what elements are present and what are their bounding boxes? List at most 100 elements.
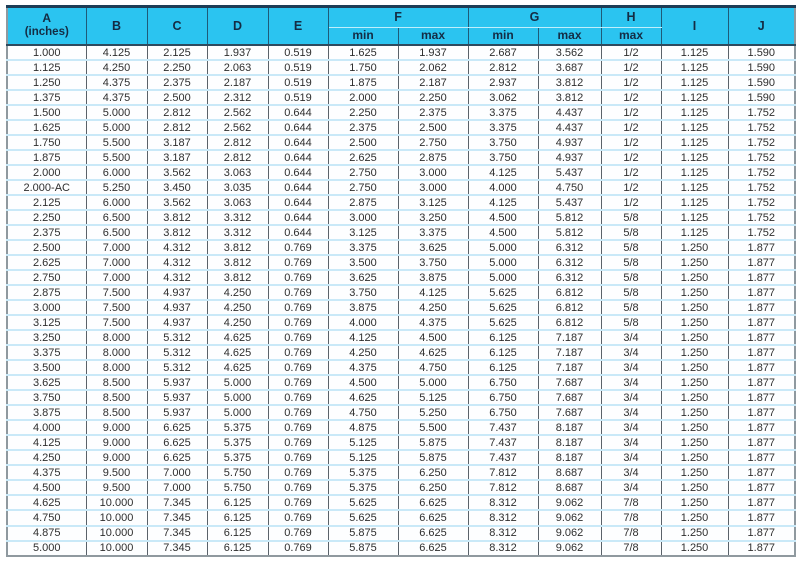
table-cell: 4.937 bbox=[146, 315, 208, 332]
table-cell: 9.500 bbox=[85, 480, 148, 497]
table-cell: 7.345 bbox=[146, 510, 208, 527]
table-cell: 1.250 bbox=[660, 240, 729, 257]
table-cell: 9.062 bbox=[537, 495, 602, 512]
table-cell: 0.769 bbox=[267, 270, 329, 287]
table-cell: 1/2 bbox=[600, 195, 662, 212]
table-cell: 2.812 bbox=[206, 135, 269, 152]
table-cell: 4.125 bbox=[467, 195, 539, 212]
table-cell: 1/2 bbox=[600, 45, 662, 62]
table-cell: 3.063 bbox=[206, 165, 269, 182]
table-cell: 1.250 bbox=[660, 360, 729, 377]
table-cell: 0.769 bbox=[267, 450, 329, 467]
table-cell: 1.752 bbox=[727, 165, 796, 182]
table-cell: 1/2 bbox=[600, 75, 662, 92]
table-cell: 1.250 bbox=[660, 450, 729, 467]
table-cell: 1.250 bbox=[660, 540, 729, 556]
table-cell: 10.000 bbox=[85, 540, 148, 556]
table-cell: 1.877 bbox=[727, 465, 796, 482]
table-cell: 6.125 bbox=[206, 510, 269, 527]
table-cell: 9.000 bbox=[85, 450, 148, 467]
table-cell: 2.125 bbox=[146, 45, 208, 62]
table-cell: 5.125 bbox=[327, 450, 399, 467]
table-cell: 5/8 bbox=[600, 270, 662, 287]
table-row: 1.500 5.000 2.812 2.562 0.644 2.250 2.375 3.375… bbox=[6, 105, 796, 122]
table-cell: 1.877 bbox=[727, 315, 796, 332]
table-cell: 5.125 bbox=[327, 435, 399, 452]
table-cell: 7.687 bbox=[537, 375, 602, 392]
table-cell: 3.063 bbox=[206, 195, 269, 212]
table-cell: 4.375 bbox=[85, 75, 148, 92]
table-cell: 6.125 bbox=[467, 345, 539, 362]
table-cell: 2.812 bbox=[146, 120, 208, 137]
table-row: 3.000 7.500 4.937 4.250 0.769 3.875 4.250 5.625… bbox=[6, 300, 796, 317]
table-cell: 2.625 bbox=[6, 255, 87, 272]
table-cell: 3.125 bbox=[397, 195, 469, 212]
table-cell: 0.644 bbox=[267, 105, 329, 122]
table-cell: 10.000 bbox=[85, 495, 148, 512]
table-cell: 1.125 bbox=[6, 60, 87, 77]
table-cell: 1.750 bbox=[327, 60, 399, 77]
table-cell: 1.937 bbox=[397, 45, 469, 62]
table-cell: 2.500 bbox=[6, 240, 87, 257]
table-cell: 1.877 bbox=[727, 495, 796, 512]
table-cell: 9.062 bbox=[537, 525, 602, 542]
table-cell: 5.500 bbox=[397, 420, 469, 437]
table-cell: 1/2 bbox=[600, 180, 662, 197]
table-cell: 1.590 bbox=[727, 45, 796, 62]
table-cell: 0.519 bbox=[267, 45, 329, 62]
table-cell: 5.000 bbox=[467, 255, 539, 272]
table-cell: 1.125 bbox=[660, 135, 729, 152]
table-cell: 0.769 bbox=[267, 435, 329, 452]
table-cell: 1.877 bbox=[727, 270, 796, 287]
table-cell: 4.312 bbox=[146, 270, 208, 287]
table-cell: 4.312 bbox=[146, 240, 208, 257]
table-cell: 3/4 bbox=[600, 360, 662, 377]
table-cell: 8.000 bbox=[85, 330, 148, 347]
table-cell: 3.875 bbox=[397, 270, 469, 287]
table-cell: 1.752 bbox=[727, 225, 796, 242]
table-cell: 2.375 bbox=[6, 225, 87, 242]
table-cell: 6.812 bbox=[537, 285, 602, 302]
table-cell: 4.375 bbox=[397, 315, 469, 332]
table-cell: 0.769 bbox=[267, 285, 329, 302]
table-cell: 4.625 bbox=[397, 345, 469, 362]
table-cell: 1.877 bbox=[727, 390, 796, 407]
table-cell: 3.450 bbox=[146, 180, 208, 197]
table-cell: 3.750 bbox=[467, 150, 539, 167]
table-cell: 1.125 bbox=[660, 150, 729, 167]
table-cell: 5.625 bbox=[327, 495, 399, 512]
table-row: 1.750 5.500 3.187 2.812 0.644 2.500 2.750 3.750… bbox=[6, 135, 796, 152]
table-cell: 1.000 bbox=[6, 45, 87, 62]
table-row: 3.125 7.500 4.937 4.250 0.769 4.000 4.375 5.625… bbox=[6, 315, 796, 332]
table-cell: 1/2 bbox=[600, 120, 662, 137]
table-cell: 7.000 bbox=[85, 255, 148, 272]
table-cell: 5.937 bbox=[146, 390, 208, 407]
table-cell: 6.125 bbox=[206, 525, 269, 542]
table-cell: 5.000 bbox=[206, 375, 269, 392]
table-cell: 5.375 bbox=[206, 450, 269, 467]
table-cell: 2.562 bbox=[206, 120, 269, 137]
table-cell: 4.125 bbox=[467, 165, 539, 182]
table-cell: 5.125 bbox=[397, 390, 469, 407]
table-cell: 6.125 bbox=[467, 330, 539, 347]
table-cell: 1.877 bbox=[727, 405, 796, 422]
table-cell: 1.125 bbox=[660, 60, 729, 77]
table-cell: 1.125 bbox=[660, 165, 729, 182]
table-cell: 2.500 bbox=[146, 90, 208, 107]
table-cell: 2.250 bbox=[397, 90, 469, 107]
table-cell: 4.000 bbox=[6, 420, 87, 437]
table-cell: 3.375 bbox=[327, 240, 399, 257]
table-cell: 2.375 bbox=[327, 120, 399, 137]
table-cell: 3.312 bbox=[206, 225, 269, 242]
table-cell: 3.562 bbox=[537, 45, 602, 62]
table-cell: 7.187 bbox=[537, 360, 602, 377]
table-cell: 4.750 bbox=[537, 180, 602, 197]
table-cell: 6.750 bbox=[467, 390, 539, 407]
table-cell: 7.000 bbox=[146, 465, 208, 482]
table-cell: 2.000 bbox=[6, 165, 87, 182]
table-cell: 0.769 bbox=[267, 330, 329, 347]
table-cell: 2.062 bbox=[397, 60, 469, 77]
table-cell: 3.500 bbox=[327, 255, 399, 272]
table-cell: 5.312 bbox=[146, 360, 208, 377]
table-cell: 0.769 bbox=[267, 300, 329, 317]
